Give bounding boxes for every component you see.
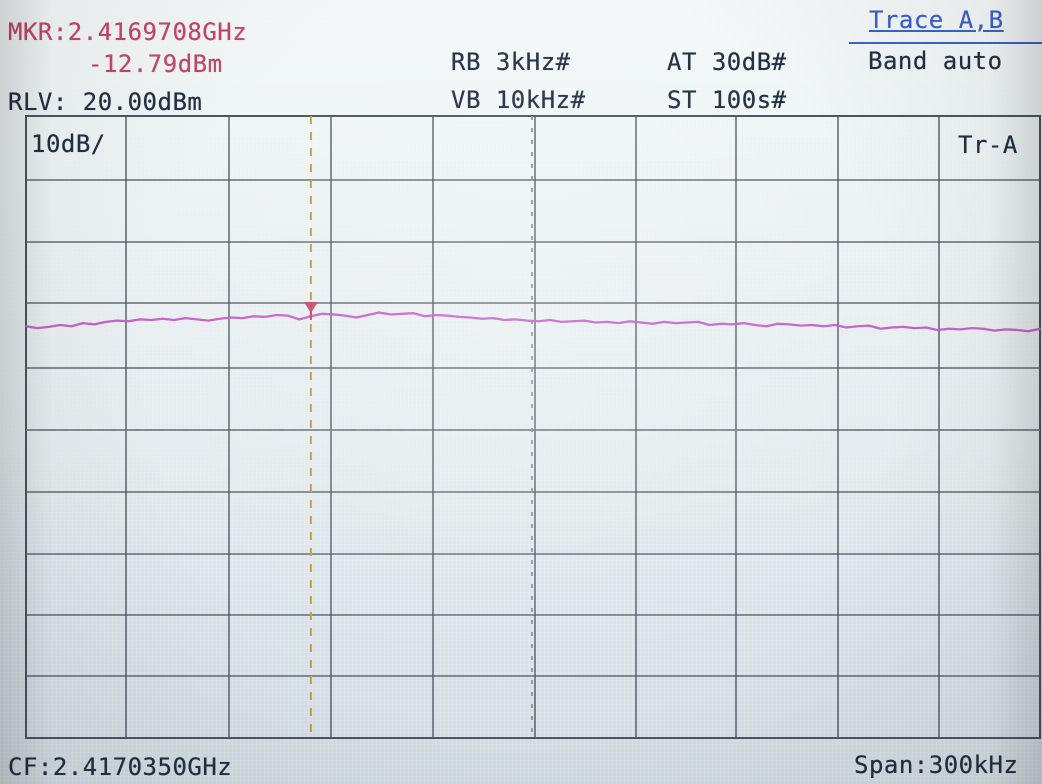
sweep-time-readout: ST 100s#	[667, 86, 787, 114]
reference-level-readout: RLV: 20.00dBm	[8, 88, 203, 116]
attenuation-readout: AT 30dB#	[667, 48, 787, 76]
trace-softkey[interactable]: Trace A,B	[869, 6, 1004, 34]
band-softkey[interactable]: Band auto	[868, 47, 1003, 75]
video-bandwidth-readout: VB 10kHz#	[451, 86, 586, 114]
marker-frequency-readout: MKR:2.4169708GHz	[8, 18, 248, 46]
center-frequency-readout: CF:2.4170350GHz	[8, 753, 233, 781]
resolution-bandwidth-readout: RB 3kHz#	[451, 48, 571, 76]
softkey-panel	[849, 0, 1042, 44]
marker-level-readout: -12.79dBm	[88, 50, 223, 78]
trace-label: Tr-A	[958, 131, 1018, 159]
spectrum-trace	[24, 311, 1042, 333]
span-readout: Span:300kHz	[854, 751, 1019, 779]
scale-label: 10dB/	[31, 130, 106, 158]
